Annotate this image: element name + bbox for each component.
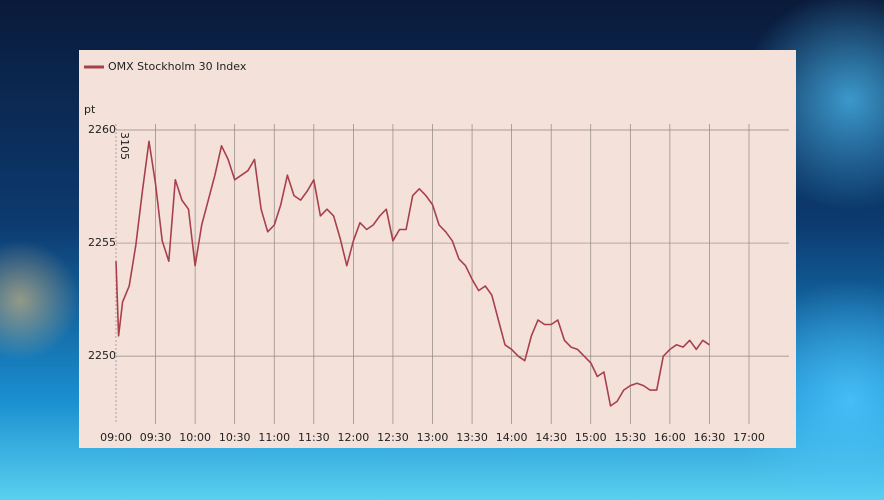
x-tick-label: 13:30 <box>456 431 488 444</box>
line-series <box>115 140 710 407</box>
x-tick-label: 10:30 <box>219 431 251 444</box>
chart-panel <box>79 50 796 448</box>
y-tick-label: 2250 <box>88 349 116 362</box>
x-tick-label: 15:30 <box>614 431 646 444</box>
x-tick-label: 16:30 <box>694 431 726 444</box>
y-tick-label: 2260 <box>88 123 116 136</box>
x-tick-label: 14:00 <box>496 431 528 444</box>
x-tick-label: 11:30 <box>298 431 330 444</box>
x-tick-label: 09:30 <box>140 431 172 444</box>
x-tick-label: 15:00 <box>575 431 607 444</box>
x-tick-label: 14:30 <box>535 431 567 444</box>
x-tick-label: 09:00 <box>100 431 132 444</box>
legend-label: OMX Stockholm 30 Index <box>108 60 247 73</box>
x-tick-label: 17:00 <box>733 431 765 444</box>
x-tick-label: 12:00 <box>338 431 370 444</box>
y-tick-label: 2255 <box>88 236 116 249</box>
x-tick-label: 12:30 <box>377 431 409 444</box>
x-tick-label: 16:00 <box>654 431 686 444</box>
x-tick-label: 10:00 <box>179 431 211 444</box>
x-tick-label: 11:00 <box>258 431 290 444</box>
date-annotation: 3105 <box>118 132 131 160</box>
y-axis-label: pt <box>84 103 96 116</box>
x-tick-label: 13:00 <box>417 431 449 444</box>
